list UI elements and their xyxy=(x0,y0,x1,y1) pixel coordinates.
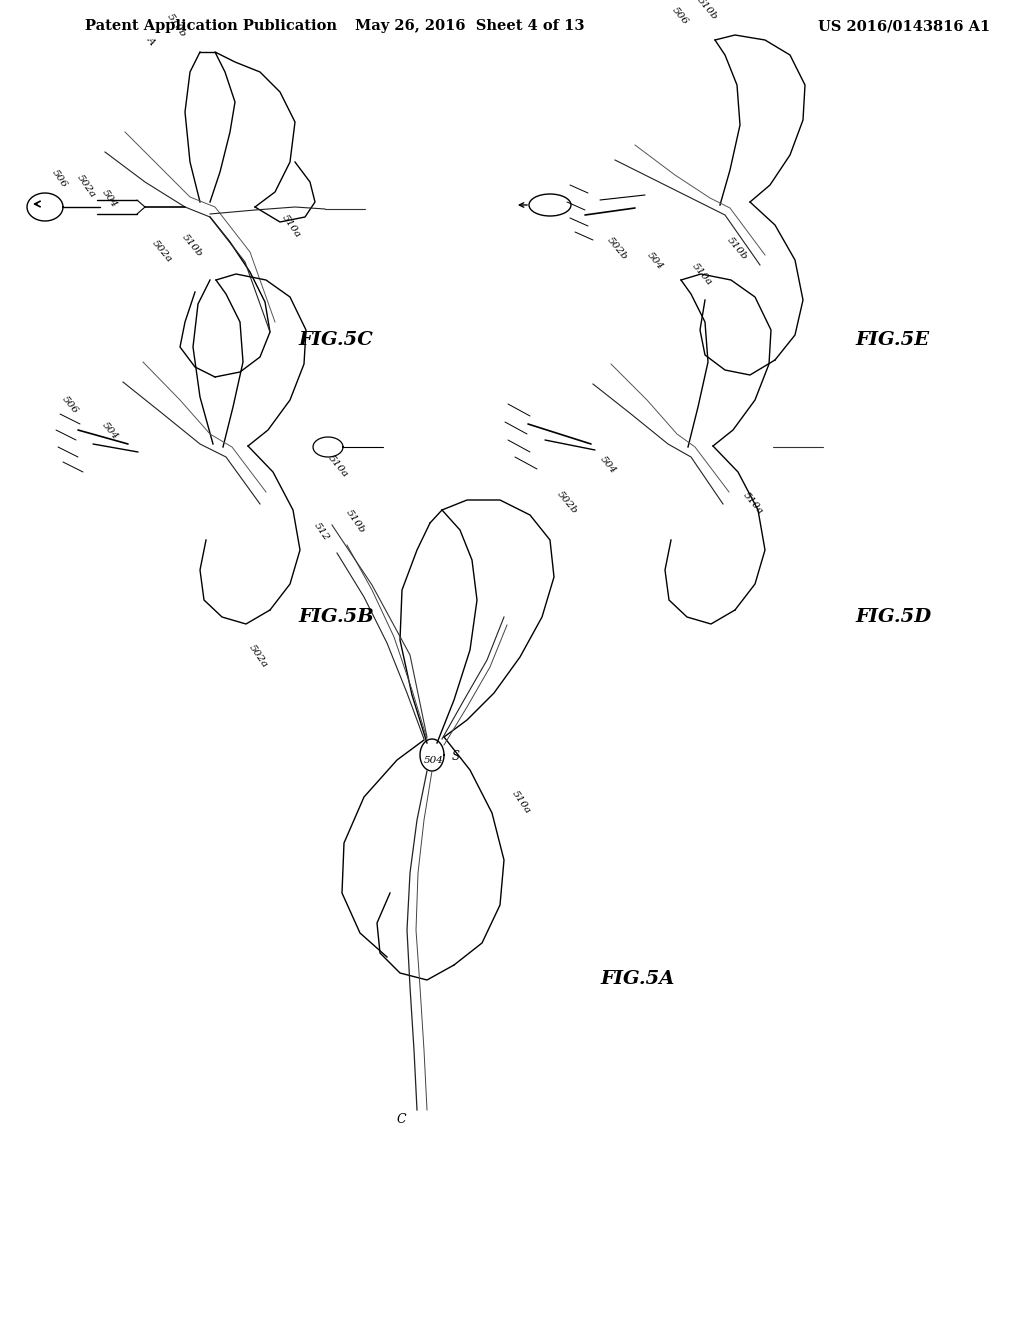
Text: S: S xyxy=(452,750,460,763)
Text: 510a: 510a xyxy=(741,490,765,516)
Text: 510b: 510b xyxy=(695,0,719,22)
Text: 504: 504 xyxy=(100,421,120,442)
Text: 502b: 502b xyxy=(555,490,579,516)
Text: 510a: 510a xyxy=(280,213,302,239)
Text: 502a: 502a xyxy=(75,173,97,199)
Text: FIG.5B: FIG.5B xyxy=(298,609,374,626)
Text: US 2016/0143816 A1: US 2016/0143816 A1 xyxy=(818,18,990,33)
Text: 502b: 502b xyxy=(605,236,629,261)
Text: 504: 504 xyxy=(645,251,665,272)
Text: 510b: 510b xyxy=(725,236,749,261)
Text: May 26, 2016  Sheet 4 of 13: May 26, 2016 Sheet 4 of 13 xyxy=(355,18,585,33)
Text: 510a: 510a xyxy=(510,788,532,814)
Text: 504: 504 xyxy=(424,756,443,766)
Text: 510b: 510b xyxy=(180,232,204,259)
Text: C: C xyxy=(397,1113,407,1126)
Text: FIG.5E: FIG.5E xyxy=(855,331,929,348)
Text: 510a: 510a xyxy=(326,453,349,479)
Text: 512: 512 xyxy=(312,520,331,543)
Text: 504: 504 xyxy=(598,455,617,477)
Text: FIG.5C: FIG.5C xyxy=(298,331,373,348)
Text: 506: 506 xyxy=(60,395,80,416)
Text: 510a: 510a xyxy=(690,261,714,286)
Text: 502a: 502a xyxy=(150,239,174,264)
Text: 506: 506 xyxy=(670,7,690,26)
Text: Patent Application Publication: Patent Application Publication xyxy=(85,18,337,33)
Text: 504: 504 xyxy=(100,187,119,209)
Text: 510b: 510b xyxy=(165,12,187,40)
Text: FIG.5D: FIG.5D xyxy=(855,609,931,626)
Text: A: A xyxy=(145,34,157,46)
Text: 506: 506 xyxy=(50,168,69,189)
Text: FIG.5A: FIG.5A xyxy=(600,970,675,987)
Text: 502a: 502a xyxy=(247,643,269,669)
Text: 510b: 510b xyxy=(344,508,367,535)
